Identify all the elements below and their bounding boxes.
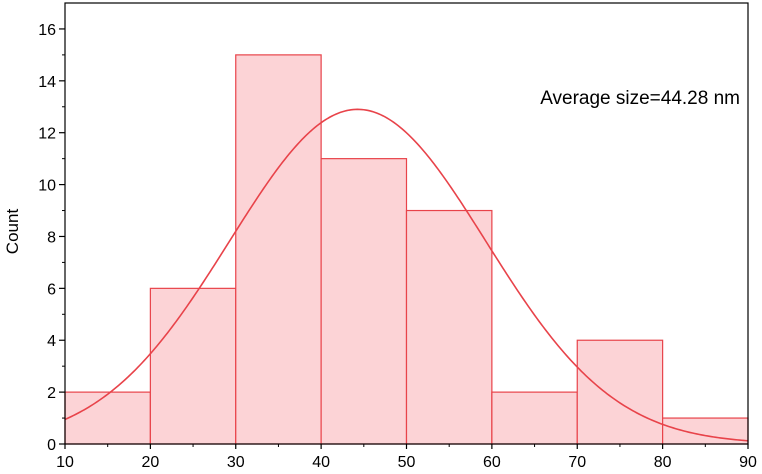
y-tick-label: 4	[47, 333, 56, 350]
x-tick-label: 80	[654, 454, 672, 471]
histogram-bar-30-40	[235, 54, 322, 445]
x-tick-label: 90	[739, 454, 757, 471]
histogram-bar-10-20	[64, 391, 151, 445]
x-tick-label: 50	[398, 454, 416, 471]
average-size-annotation: Average size=44.28 nm	[540, 88, 740, 109]
y-tick-label: 12	[38, 126, 56, 143]
y-tick-label: 0	[47, 437, 56, 454]
x-tick-label: 40	[312, 454, 330, 471]
y-tick-label: 16	[38, 22, 56, 39]
histogram-bar-70-80	[576, 339, 664, 445]
y-axis: 0 2 4 6 8 10 12 14 16	[38, 22, 65, 454]
y-axis-title: Count	[3, 209, 22, 255]
y-tick-label: 8	[47, 229, 56, 246]
x-tick-label: 20	[141, 454, 159, 471]
x-tick-label: 30	[227, 454, 245, 471]
histogram-bar-80-90	[662, 417, 749, 445]
gaussian-fit-curve	[64, 108, 749, 442]
histogram-bar-40-50	[320, 158, 408, 445]
y-tick-label: 10	[38, 178, 56, 195]
histogram-bar-50-60	[405, 209, 493, 445]
y-tick-label: 2	[47, 385, 56, 402]
x-tick-label: 60	[483, 454, 501, 471]
x-tick-label: 10	[56, 454, 74, 471]
y-tick-label: 14	[38, 74, 56, 91]
x-axis: 10 20 30 40 50 60 70 80 90	[56, 444, 757, 471]
bars-group	[64, 54, 749, 445]
x-tick-label: 70	[568, 454, 586, 471]
y-tick-label: 6	[47, 281, 56, 298]
histogram-bar-60-70	[491, 391, 578, 445]
histogram-bar-20-30	[149, 287, 237, 445]
